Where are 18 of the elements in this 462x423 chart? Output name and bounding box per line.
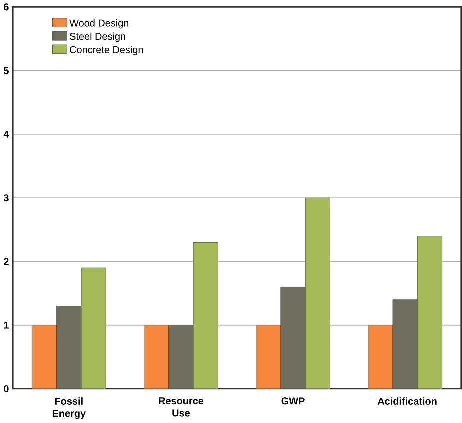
y-tick-label: 2 <box>4 258 9 266</box>
bar <box>392 300 418 390</box>
legend-label: Wood Design <box>70 20 129 29</box>
y-tick-label: 6 <box>4 4 9 11</box>
legend-label: Steel Design <box>70 32 126 42</box>
y-tick-label: 3 <box>4 194 9 202</box>
x-tick-label: Fossil Energy <box>52 398 86 420</box>
legend-label: Concrete Design <box>70 46 144 56</box>
bar <box>168 325 194 390</box>
y-tick-label: 1 <box>4 322 9 329</box>
y-tick-label: 4 <box>4 131 10 138</box>
y-tick-label: 0 <box>4 386 9 393</box>
bar <box>280 287 306 390</box>
x-tick-label: Acidification <box>378 398 437 406</box>
x-tick-label: Resource Use <box>159 398 204 417</box>
y-tick-label: 5 <box>4 67 9 74</box>
x-tick-label: GWP <box>282 398 305 405</box>
bar <box>56 306 82 390</box>
